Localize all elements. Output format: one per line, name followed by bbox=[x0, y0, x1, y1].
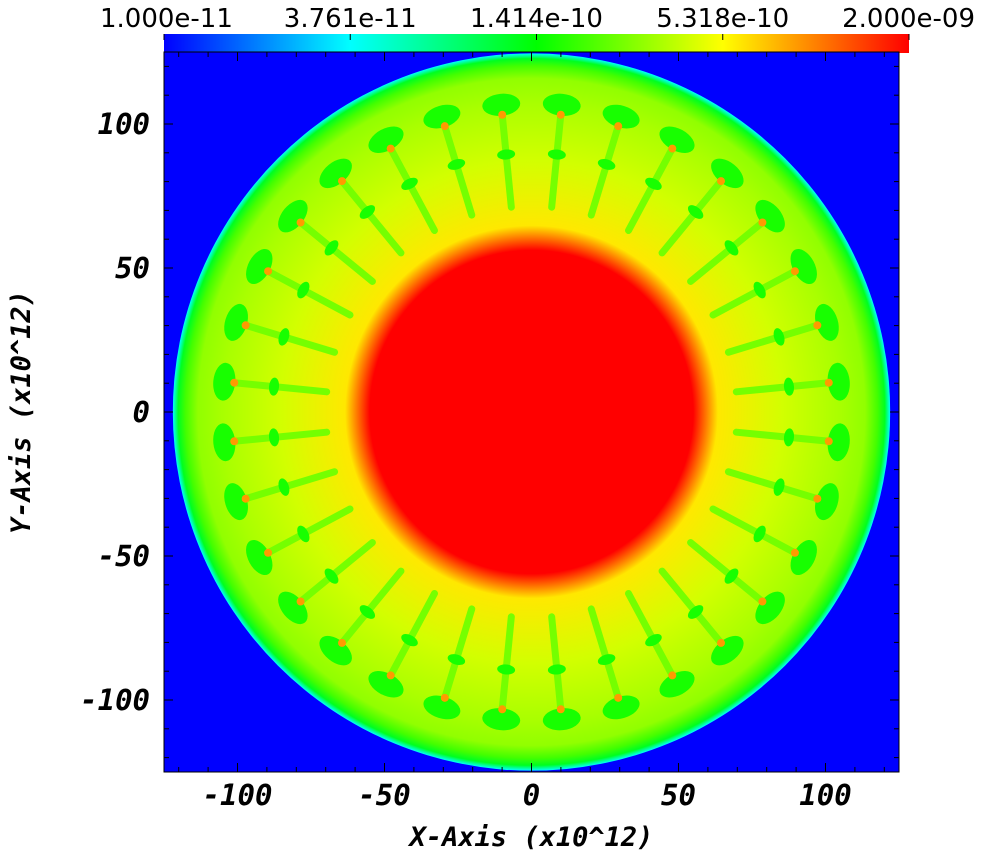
finger bbox=[625, 589, 695, 698]
finger bbox=[482, 613, 521, 731]
colorbar: 1.000e-11 3.761e-11 1.414e-10 5.318e-10 2.00… bbox=[100, 4, 975, 53]
finger bbox=[278, 539, 376, 625]
finger bbox=[542, 93, 581, 211]
finger bbox=[724, 303, 839, 356]
finger bbox=[278, 199, 376, 285]
colorbar-tick-label: 5.318e-10 bbox=[656, 4, 789, 34]
finger bbox=[732, 423, 850, 462]
axes: -100 -50 0 50 100 100 50 0 -50 -100 bbox=[80, 51, 900, 812]
finger bbox=[625, 126, 695, 235]
finger bbox=[423, 104, 476, 219]
y-tick-label: 50 bbox=[115, 251, 150, 285]
finger bbox=[687, 539, 785, 625]
finger bbox=[319, 158, 405, 257]
finger bbox=[246, 505, 354, 576]
y-tick-label: -100 bbox=[80, 683, 150, 717]
finger bbox=[658, 158, 744, 257]
finger bbox=[709, 248, 817, 319]
x-tick-label: 100 bbox=[799, 778, 851, 812]
y-tick-label: 100 bbox=[98, 107, 150, 141]
y-axis-label: Y-Axis (x10^12) bbox=[6, 290, 37, 534]
finger bbox=[482, 93, 521, 211]
y-tick-label: 0 bbox=[133, 395, 150, 429]
finger bbox=[319, 567, 405, 666]
finger bbox=[658, 567, 744, 666]
finger bbox=[687, 199, 785, 285]
colorbar-tick-label: 3.761e-11 bbox=[284, 4, 417, 34]
y-tick-label: -50 bbox=[98, 539, 150, 573]
x-tick-label: -100 bbox=[203, 778, 273, 812]
colorbar-tick-label: 1.000e-11 bbox=[100, 4, 233, 34]
colorbar-tick-label: 1.414e-10 bbox=[470, 4, 603, 34]
finger bbox=[587, 605, 640, 720]
finger bbox=[724, 468, 839, 521]
finger bbox=[368, 126, 438, 235]
x-tick-label: 50 bbox=[661, 778, 696, 812]
finger bbox=[423, 605, 476, 720]
finger bbox=[213, 423, 331, 462]
finger bbox=[213, 362, 331, 401]
density-plot bbox=[164, 52, 899, 772]
finger bbox=[246, 248, 354, 319]
x-tick-label: -50 bbox=[358, 778, 410, 812]
colorbar-tick-labels: 1.000e-11 3.761e-11 1.414e-10 5.318e-10 2.00… bbox=[100, 4, 975, 40]
finger bbox=[732, 362, 850, 401]
finger bbox=[587, 104, 640, 219]
colorbar-tick-label: 2.000e-09 bbox=[842, 4, 975, 34]
finger bbox=[224, 468, 339, 521]
finger bbox=[368, 589, 438, 698]
finger bbox=[709, 505, 817, 576]
x-tick-label: 0 bbox=[523, 778, 540, 812]
x-axis-label: X-Axis (x10^12) bbox=[408, 822, 654, 853]
instability-fingers bbox=[213, 93, 850, 731]
dense-core bbox=[369, 250, 694, 574]
finger bbox=[224, 303, 339, 356]
finger bbox=[542, 613, 581, 731]
